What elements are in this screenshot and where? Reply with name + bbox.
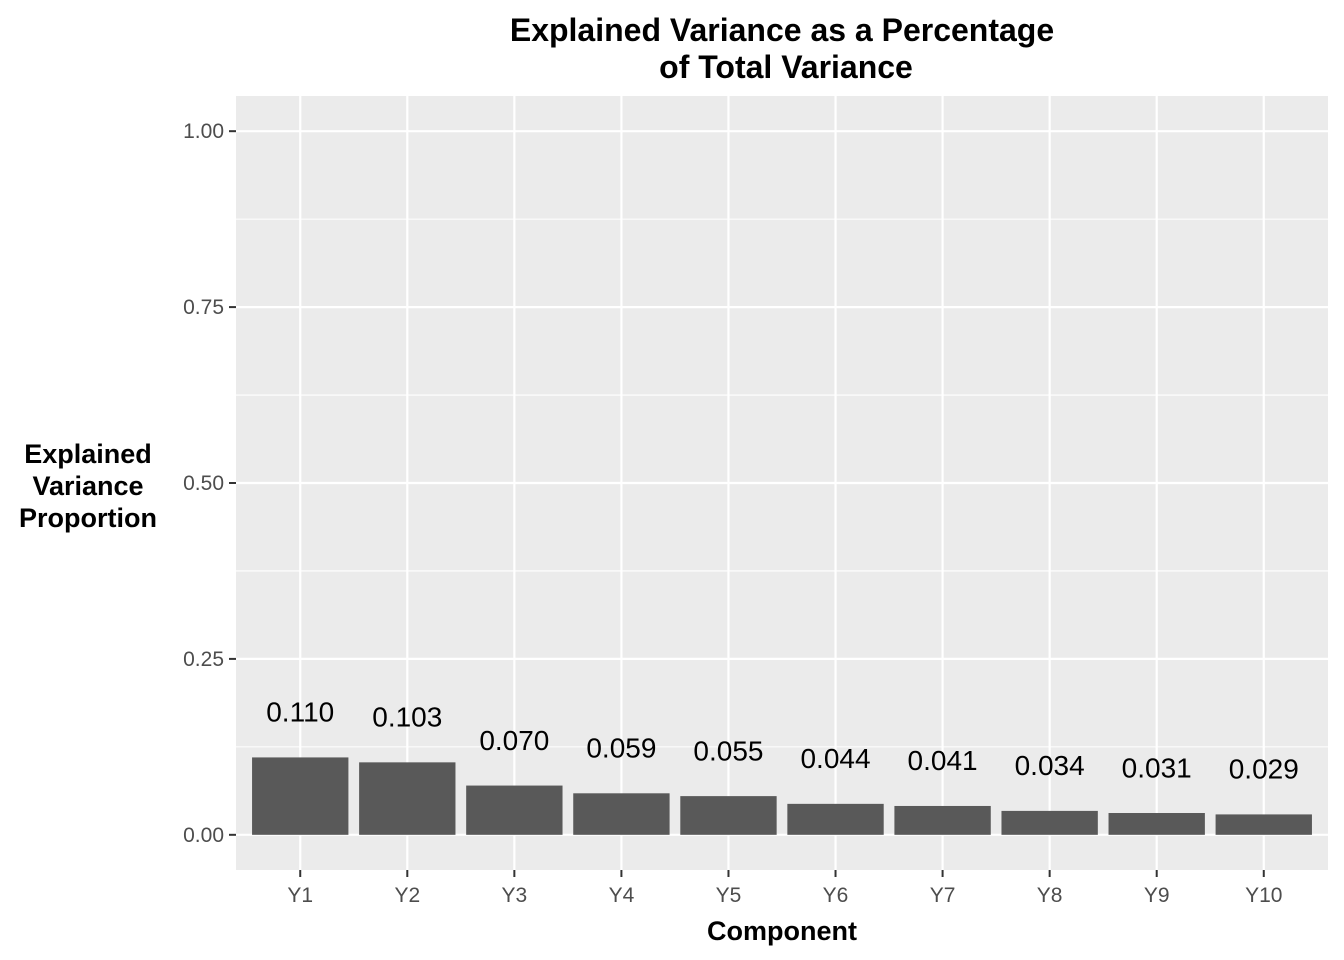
x-axis: Y1 Y2 Y3 Y4 Y5 Y6 Y7 Y8 Y9 Y10 [287,870,1282,907]
chart-title-line-2: of Total Variance [659,49,913,85]
bar-value-label: 0.041 [908,745,978,776]
bar-y4 [573,793,670,835]
bar-value-label: 0.110 [266,697,334,728]
bar-value-label: 0.029 [1229,754,1299,785]
bar-y3 [466,785,563,835]
y-axis: 0.00 0.25 0.50 0.75 1.00 [183,120,236,847]
bar-y5 [680,796,777,835]
x-tick-label: Y8 [1037,884,1063,907]
x-tick-label: Y10 [1245,884,1282,907]
bar-y7 [894,805,991,835]
bar-value-label: 0.034 [1015,750,1085,781]
y-tick-label: 0.75 [183,296,224,319]
bars [252,757,1312,835]
y-axis-title-line-2: Variance [32,471,143,501]
x-axis-title: Component [707,916,857,946]
bar-value-label: 0.031 [1122,752,1192,783]
x-tick-label: Y3 [502,884,528,907]
bar-value-label: 0.103 [372,702,442,733]
bar-y9 [1108,813,1205,835]
bar-y8 [1001,810,1098,835]
y-tick-label: 0.50 [183,472,224,495]
bar-value-label: 0.055 [693,735,763,766]
y-tick-label: 1.00 [183,120,224,143]
bar-value-label: 0.059 [586,733,656,764]
chart-title-line-1: Explained Variance as a Percentage [510,12,1054,48]
x-tick-label: Y4 [609,884,635,907]
x-tick-label: Y1 [287,884,313,907]
x-tick-label: Y6 [823,884,849,907]
bar-value-label: 0.044 [800,743,870,774]
grid-lines [236,96,1328,870]
y-tick-label: 0.25 [183,648,224,671]
y-axis-title-line-3: Proportion [19,503,157,533]
bar-value-labels: 0.110 0.103 0.070 0.059 0.055 0.044 0.041 0.034… [266,697,1299,785]
bar-y10 [1215,814,1312,835]
x-tick-label: Y2 [394,884,420,907]
bar-y1 [252,757,349,835]
x-tick-label: Y5 [716,884,742,907]
x-tick-label: Y9 [1144,884,1170,907]
x-tick-label: Y7 [930,884,956,907]
y-axis-title-line-1: Explained [24,439,152,469]
bar-y6 [787,803,884,835]
bar-y2 [359,762,456,835]
bar-value-label: 0.070 [479,725,549,756]
y-tick-label: 0.00 [183,824,224,847]
